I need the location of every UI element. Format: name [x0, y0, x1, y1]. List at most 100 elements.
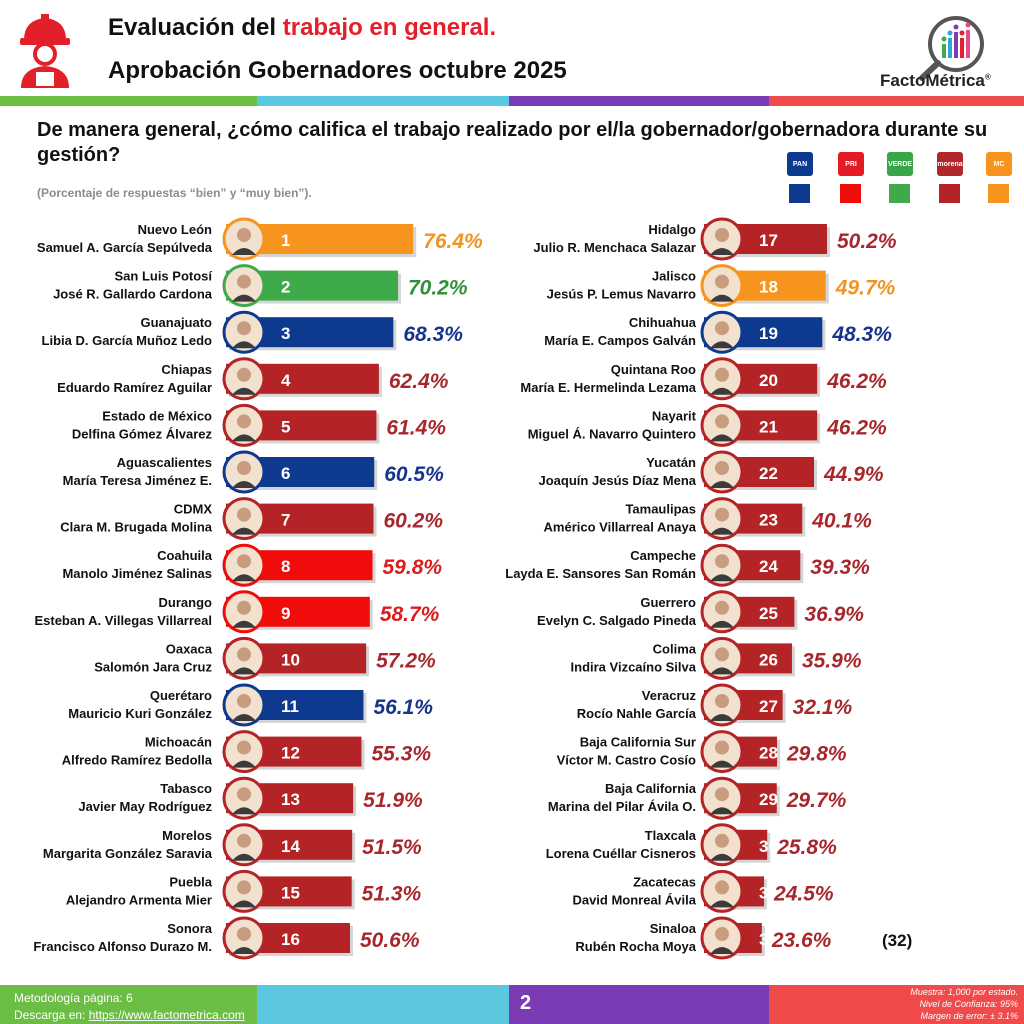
avatar-face-8 — [237, 554, 251, 569]
mc-swatch — [988, 184, 1009, 203]
avatar-body-14 — [232, 853, 256, 861]
avatar-face-32 — [715, 927, 729, 941]
avatar-body-1 — [232, 248, 256, 255]
avatar-body-12 — [232, 760, 256, 768]
avatar-body-6 — [232, 481, 256, 488]
value-label-29: 29.7% — [786, 789, 847, 812]
value-label-14: 51.5% — [362, 836, 422, 859]
avatar-body-23 — [710, 527, 734, 535]
avatar-body-7 — [232, 527, 256, 535]
rank-label-1: 1 — [281, 231, 290, 250]
value-label-9: 58.7% — [380, 603, 440, 626]
governor-label-24: Layda E. Sansores San Román — [505, 566, 696, 581]
governor-label-27: Rocío Nahle García — [577, 706, 697, 721]
mc-logo: MC — [986, 152, 1012, 176]
governor-label-1: Samuel A. García Sepúlveda — [37, 240, 213, 255]
avatar-face-11 — [237, 694, 251, 708]
rank-label-23: 23 — [759, 511, 778, 530]
state-label-27: Veracruz — [642, 688, 697, 703]
value-label-6: 60.5% — [384, 463, 444, 486]
rank-label-26: 26 — [759, 650, 778, 669]
value-label-2: 70.2% — [408, 277, 468, 300]
state-label-25: Guerrero — [640, 595, 696, 610]
governor-label-3: Libia D. García Muñoz Ledo — [42, 333, 213, 348]
pri-logo: PRI — [838, 152, 864, 176]
avatar-face-10 — [237, 647, 251, 662]
rank-label-8: 8 — [281, 557, 290, 576]
verde-swatch — [889, 184, 910, 203]
value-label-20: 46.2% — [826, 370, 887, 393]
state-label-12: Michoacán — [145, 735, 212, 750]
avatar-face-13 — [237, 787, 251, 802]
rank-label-20: 20 — [759, 371, 778, 390]
value-label-13: 51.9% — [363, 789, 423, 812]
state-label-21: Nayarit — [652, 408, 697, 423]
state-label-30: Tlaxcala — [645, 828, 697, 843]
morena-logo: morena — [937, 152, 963, 176]
avatar-body-13 — [232, 807, 256, 815]
rank-label-28: 28 — [759, 744, 778, 763]
governor-label-10: Salomón Jara Cruz — [94, 659, 212, 674]
avatar-body-17 — [710, 248, 734, 255]
rank-label-5: 5 — [281, 417, 290, 436]
rank-label-22: 22 — [759, 464, 778, 483]
rank-label-32: 32 — [759, 930, 778, 949]
avatar-face-15 — [237, 880, 251, 895]
state-label-28: Baja California Sur — [580, 735, 696, 750]
avatar-face-20 — [715, 367, 729, 382]
value-label-27: 32.1% — [793, 696, 853, 719]
governor-label-9: Esteban A. Villegas Villarreal — [34, 613, 212, 628]
avatar-body-16 — [232, 947, 256, 954]
value-label-30: 25.8% — [776, 836, 837, 859]
state-label-9: Durango — [159, 595, 213, 610]
error-text: Margen de error: ± 3.1% — [920, 1011, 1018, 1021]
governor-label-18: Jesús P. Lemus Navarro — [547, 287, 696, 302]
title-accent: trabajo en general. — [282, 14, 497, 41]
state-label-3: Guanajuato — [140, 315, 212, 330]
avatar-face-25 — [715, 600, 729, 615]
avatar-body-11 — [232, 714, 256, 721]
avatar-body-3 — [232, 341, 256, 349]
avatar-body-29 — [710, 807, 734, 815]
value-label-15: 51.3% — [362, 882, 422, 905]
governor-label-21: Miguel Á. Navarro Quintero — [528, 426, 696, 441]
page-title: Evaluación del trabajo en general. — [108, 14, 496, 42]
avatar-body-25 — [710, 620, 734, 628]
download-prefix: Descarga en: — [14, 1008, 89, 1022]
pan-logo: PAN — [787, 152, 813, 176]
value-label-10: 57.2% — [376, 649, 436, 672]
survey-question: De manera general, ¿cómo califica el tra… — [37, 119, 988, 166]
governor-label-29: Marina del Pilar Ávila O. — [548, 799, 696, 814]
avatar-body-21 — [710, 434, 734, 442]
avatar-body-18 — [710, 294, 734, 302]
state-label-24: Campeche — [630, 548, 696, 563]
state-label-19: Chihuahua — [629, 315, 697, 330]
avatar-face-26 — [715, 647, 729, 662]
value-label-23: 40.1% — [811, 510, 872, 533]
verde-logo: VERDE — [887, 152, 913, 176]
value-label-11: 56.1% — [373, 696, 433, 719]
factometrica-logo — [919, 16, 984, 81]
footer-left: Metodología página: 6 Descarga en: https… — [14, 990, 245, 1024]
rank-label-3: 3 — [281, 324, 290, 343]
value-label-19: 48.3% — [831, 323, 892, 346]
value-label-18: 49.7% — [835, 277, 896, 300]
avatar-face-31 — [715, 880, 729, 895]
governor-label-13: Javier May Rodríguez — [78, 799, 212, 814]
state-label-10: Oaxaca — [166, 641, 213, 656]
download-link[interactable]: https://www.factometrica.com — [88, 1008, 245, 1022]
state-label-7: CDMX — [174, 502, 213, 517]
governor-label-12: Alfredo Ramírez Bedolla — [62, 753, 213, 768]
footer-red — [769, 985, 1024, 1024]
pri-swatch — [840, 184, 861, 203]
avatar-body-26 — [710, 667, 734, 675]
avatar-body-32 — [710, 947, 734, 954]
avatar-body-20 — [710, 387, 734, 395]
value-label-4: 62.4% — [389, 370, 449, 393]
governor-label-23: Américo Villarreal Anaya — [544, 520, 697, 535]
avatar-face-28 — [715, 740, 729, 755]
state-label-26: Colima — [653, 641, 697, 656]
rank-label-12: 12 — [281, 744, 300, 763]
response-note: (Porcentaje de respuestas “bien” y “muy … — [37, 186, 312, 200]
strip-cyan — [257, 96, 509, 106]
